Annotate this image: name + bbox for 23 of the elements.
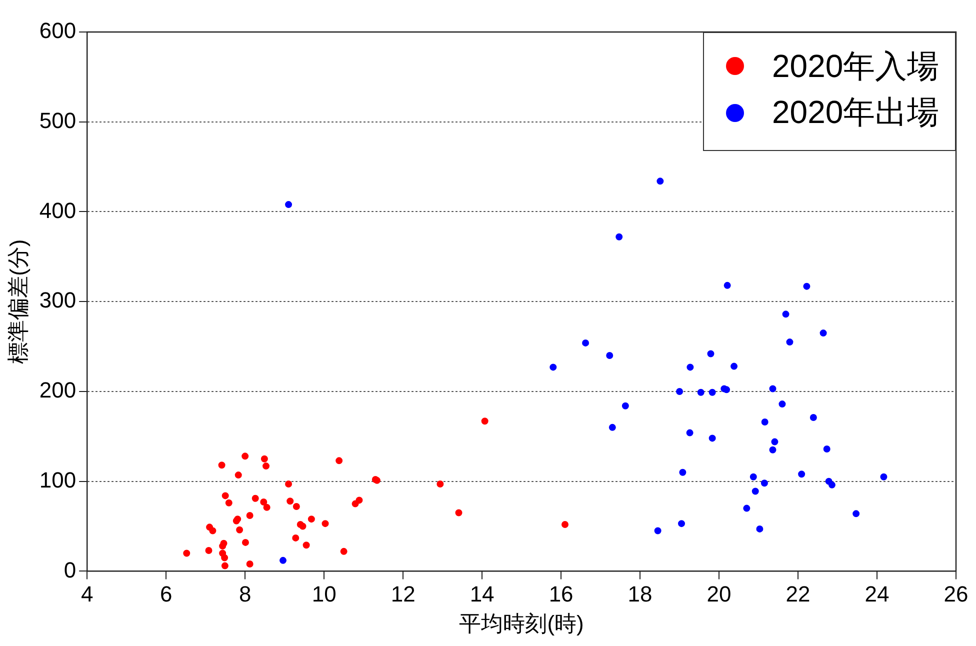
y-tick-label: 600 [39, 18, 76, 44]
x-tick-label: 24 [864, 581, 890, 606]
y-axis-title: 標準偏差(分) [5, 239, 30, 364]
x-tick-label: 14 [470, 581, 494, 606]
x-tick-label: 26 [944, 581, 968, 606]
x-tick-label: 18 [628, 581, 652, 606]
x-tick-label: 10 [312, 581, 336, 606]
legend-label: 2020年入場 [772, 47, 940, 86]
x-tick-label: 12 [390, 581, 416, 606]
legend-label: 2020年出場 [772, 93, 940, 132]
x-tick-label: 16 [548, 581, 574, 606]
y-tick-label: 400 [39, 198, 76, 223]
y-tick-label: 0 [64, 557, 76, 582]
x-axis-title: 平均時刻(時) [459, 610, 584, 636]
y-tick-label: 500 [39, 108, 76, 133]
y-tick-label: 200 [39, 378, 76, 403]
y-tick-label: 100 [39, 467, 76, 492]
x-tick-label: 22 [786, 581, 810, 606]
y-tick-label: 300 [39, 288, 76, 313]
x-tick-label: 20 [706, 581, 732, 606]
x-tick-label: 4 [80, 581, 94, 606]
x-tick-label: 6 [160, 581, 172, 606]
x-tick-label: 8 [238, 581, 252, 606]
